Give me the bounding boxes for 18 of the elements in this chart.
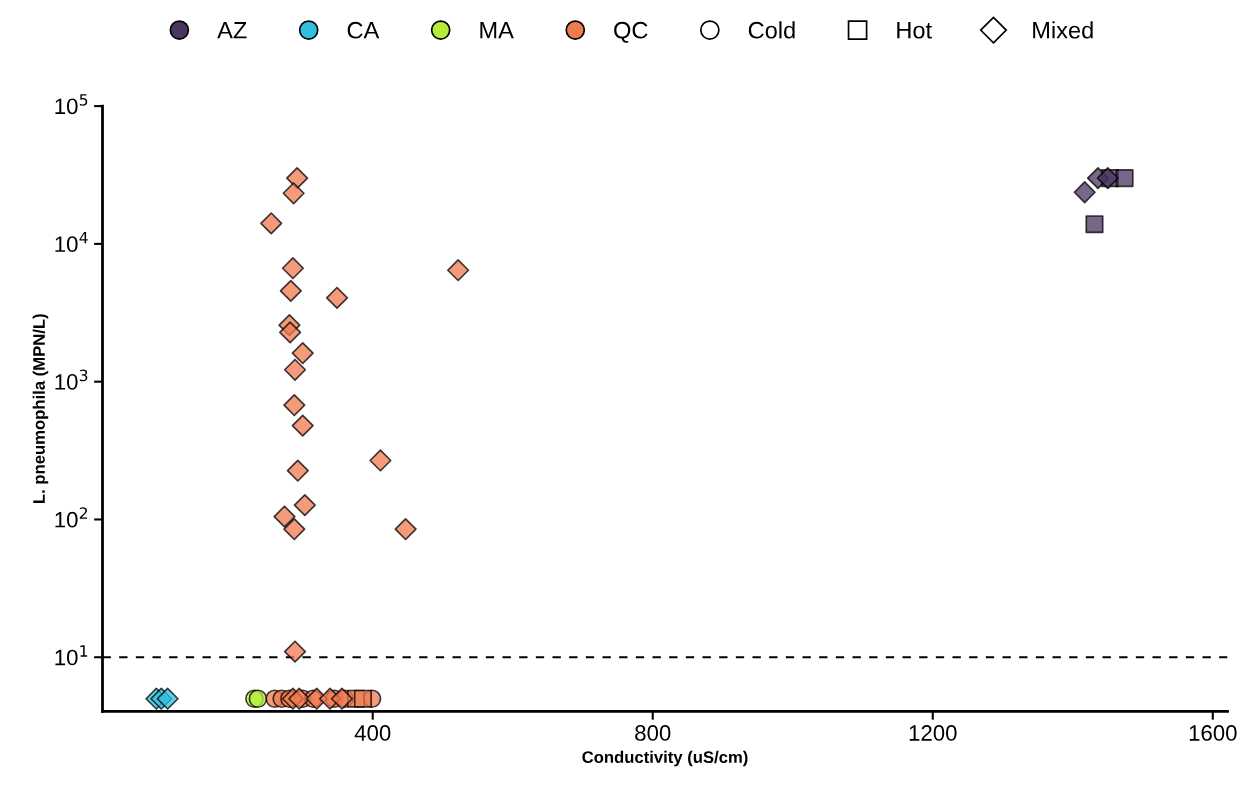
legend-label: MA — [480, 22, 514, 39]
legend-label: Mixed — [1033, 21, 1093, 39]
legend-label: CA — [347, 21, 380, 39]
y-tick-label: 10$^{1}$ — [55, 645, 88, 666]
legend-label: QC — [614, 21, 648, 43]
y-tick-label: 10$^{5}$ — [55, 94, 88, 115]
x-tick-label: 1600 — [1189, 725, 1237, 741]
legend-label: Cold — [748, 21, 795, 39]
x-tick-label: 400 — [354, 725, 391, 741]
legend-label: Hot — [897, 22, 932, 39]
y-tick-label: 10$^{3}$ — [55, 369, 88, 390]
y-tick-label: 10$^{2}$ — [55, 507, 88, 528]
x-tick-label: 800 — [635, 725, 671, 741]
x-tick-label: 1200 — [909, 725, 957, 741]
y-axis-title: L. pneumophila (MPN/L) — [32, 314, 49, 503]
legend-label: AZ — [217, 22, 247, 39]
x-axis-title: Conductivity (uS/cm) — [582, 750, 748, 767]
y-tick-label: 10$^{4}$ — [55, 231, 88, 253]
